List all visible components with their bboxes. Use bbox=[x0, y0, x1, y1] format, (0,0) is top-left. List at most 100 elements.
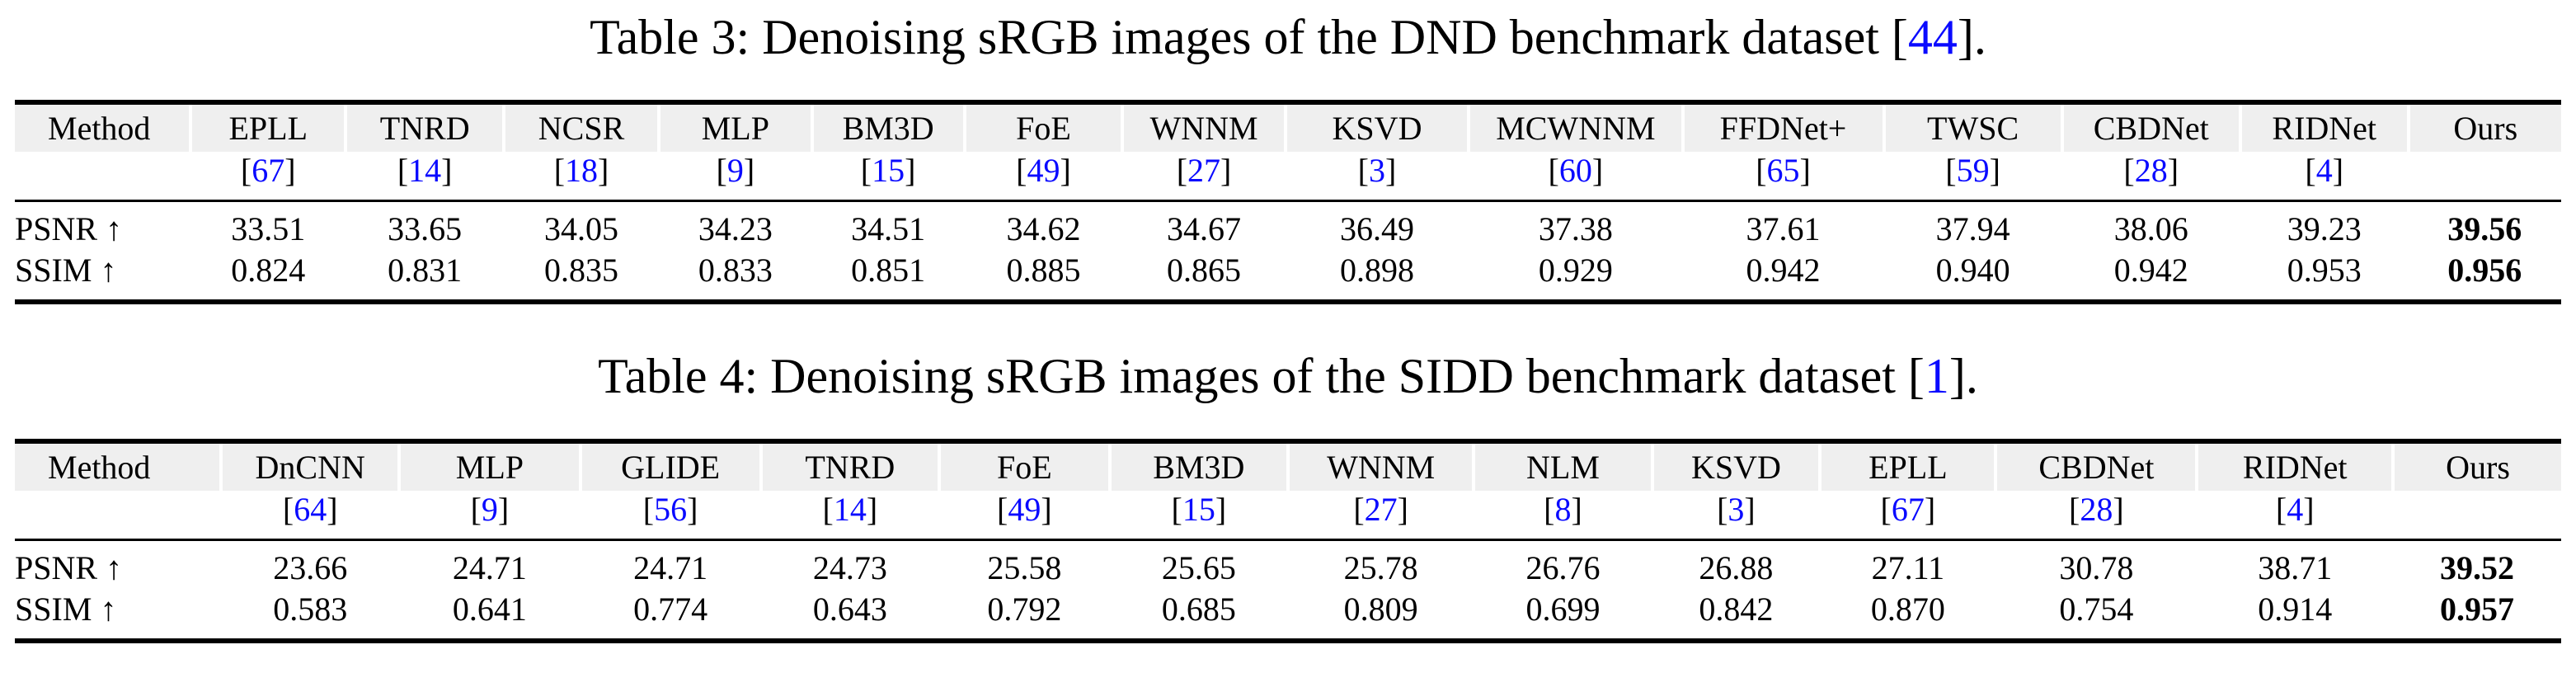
metric-value: 26.88 bbox=[1652, 538, 1821, 589]
citation-link[interactable]: 14 bbox=[408, 151, 442, 189]
citation-link[interactable]: 15 bbox=[1182, 490, 1215, 528]
col-header-ours: Ours bbox=[2391, 440, 2561, 491]
caption-text: Table 3: Denoising sRGB images of the DN… bbox=[590, 10, 1892, 64]
metric-value: 38.71 bbox=[2197, 538, 2394, 589]
citation-bracket-close: ] bbox=[1989, 151, 2000, 189]
metric-value: 0.699 bbox=[1525, 590, 1601, 628]
metric-value: 0.940 bbox=[1935, 251, 2010, 289]
citation-bracket-open: [ bbox=[860, 151, 872, 189]
citation-bracket-open: [ bbox=[2275, 490, 2287, 528]
metric-value: 33.65 bbox=[346, 199, 504, 250]
citation-link[interactable]: 67 bbox=[251, 151, 285, 189]
col-header-epll: EPLL bbox=[1818, 440, 1996, 491]
citation-link[interactable]: 67 bbox=[1891, 490, 1925, 528]
col-header-glide: GLIDE bbox=[578, 440, 761, 491]
citation-bracket-close: ] bbox=[284, 151, 296, 189]
col-citation-mlp: [9] bbox=[399, 491, 580, 540]
citation-link[interactable]: 44 bbox=[1907, 10, 1958, 64]
caption-text: Table 4: Denoising sRGB images of the SI… bbox=[598, 348, 1908, 403]
citation-link[interactable]: 56 bbox=[654, 490, 688, 528]
citation-link[interactable]: 49 bbox=[1027, 151, 1060, 189]
col-citation-empty bbox=[2393, 491, 2561, 540]
metric-value: 37.94 bbox=[1883, 199, 2062, 250]
row-label-psnr: PSNR ↑ bbox=[15, 538, 222, 589]
col-citation-wnnm: [27] bbox=[1288, 491, 1474, 540]
citation-bracket-open: [ bbox=[1171, 490, 1182, 528]
citation-bracket-open: [ bbox=[2123, 151, 2135, 189]
citation-link[interactable]: 3 bbox=[1728, 490, 1745, 528]
citation-bracket-close: ] bbox=[2303, 490, 2315, 528]
col-citation-ridnet: [4] bbox=[2240, 152, 2409, 201]
citation-link[interactable]: 14 bbox=[833, 490, 867, 528]
metric-value: 34.51 bbox=[811, 199, 965, 250]
metric-value: 34.67 bbox=[1122, 199, 1286, 250]
citation-link[interactable]: 27 bbox=[1364, 490, 1398, 528]
row-label-psnr: PSNR ↑ bbox=[15, 199, 191, 250]
citation-bracket-open: [ bbox=[470, 490, 482, 528]
metric-value: 0.929 bbox=[1538, 251, 1613, 289]
table-3: Method EPLL TNRD NCSR MLP BM3D FoE WNNM KSVD MCWN… bbox=[15, 99, 2561, 304]
table-4-block: Table 4: Denoising sRGB images of the SI… bbox=[15, 347, 2561, 643]
citation-link[interactable]: 9 bbox=[726, 151, 744, 189]
col-header-cbdnet: CBDNet bbox=[1994, 440, 2198, 491]
citation-link[interactable]: 9 bbox=[481, 490, 498, 528]
citation-link[interactable]: 3 bbox=[1369, 151, 1385, 189]
metric-value: 0.865 bbox=[1167, 251, 1242, 289]
citation-bracket-close: ] bbox=[1041, 490, 1052, 528]
citation-bracket-close: ] bbox=[2332, 151, 2344, 189]
citation-bracket-close: ] bbox=[1385, 151, 1397, 189]
citation-link[interactable]: 27 bbox=[1187, 151, 1221, 189]
metric-value: 37.61 bbox=[1682, 199, 1884, 250]
col-citation-ncsr: [18] bbox=[504, 152, 659, 201]
citation-link[interactable]: 28 bbox=[2080, 490, 2113, 528]
citation-bracket-close: ] bbox=[441, 151, 453, 189]
citation-link[interactable]: 59 bbox=[1956, 151, 1990, 189]
col-citation-wnnm: [27] bbox=[1122, 152, 1286, 201]
citation-link[interactable]: 8 bbox=[1554, 490, 1572, 528]
citation-link[interactable]: 4 bbox=[2287, 490, 2304, 528]
citation-link[interactable]: 4 bbox=[2315, 151, 2333, 189]
col-citation-cbdnet: [28] bbox=[2062, 152, 2240, 201]
metric-value: 0.809 bbox=[1343, 590, 1418, 628]
col-header-bm3d: BM3D bbox=[1107, 440, 1288, 491]
citation-bracket-close: ] bbox=[866, 490, 878, 528]
citation-bracket-close: ] bbox=[1948, 348, 1966, 403]
metric-value: 0.914 bbox=[2258, 590, 2333, 628]
citation-bracket-open: [ bbox=[997, 490, 1008, 528]
citation-bracket-close: ] bbox=[2167, 151, 2179, 189]
citation-bracket-close: ] bbox=[1591, 151, 1604, 189]
citation-bracket-close: ] bbox=[1571, 490, 1582, 528]
col-header-wnnm: WNNM bbox=[1121, 101, 1286, 152]
col-header-tnrd: TNRD bbox=[759, 440, 939, 491]
citation-link[interactable]: 65 bbox=[1766, 151, 1800, 189]
citation-bracket-open: [ bbox=[240, 151, 252, 189]
citation-link[interactable]: 60 bbox=[1558, 151, 1592, 189]
citation-link[interactable]: 28 bbox=[2134, 151, 2168, 189]
col-header-wnnm: WNNM bbox=[1286, 440, 1474, 491]
citation-bracket-close: ] bbox=[687, 490, 698, 528]
citation-link[interactable]: 64 bbox=[294, 490, 327, 528]
citation-bracket-close: ] bbox=[1957, 10, 1974, 64]
col-header-nlm: NLM bbox=[1472, 440, 1652, 491]
col-citation-cbdnet: [28] bbox=[1995, 491, 2197, 540]
citation-bracket-open: [ bbox=[282, 490, 294, 528]
metric-value: 0.956 bbox=[2447, 251, 2522, 289]
citation-bracket-open: [ bbox=[2305, 151, 2316, 189]
col-citation-bm3d: [15] bbox=[1110, 491, 1288, 540]
metric-value: 0.835 bbox=[544, 251, 619, 289]
citation-link[interactable]: 1 bbox=[1924, 348, 1949, 403]
metric-value: 0.833 bbox=[698, 251, 773, 289]
citation-link[interactable]: 15 bbox=[872, 151, 905, 189]
metric-value: 0.685 bbox=[1161, 590, 1236, 628]
citation-link[interactable]: 18 bbox=[565, 151, 599, 189]
citation-link[interactable]: 49 bbox=[1008, 490, 1041, 528]
col-header-ncsr: NCSR bbox=[501, 101, 660, 152]
citation-bracket-open: [ bbox=[397, 151, 409, 189]
metric-value: 0.957 bbox=[2440, 590, 2515, 628]
col-header-ridnet: RIDNet bbox=[2195, 440, 2394, 491]
metric-value: 38.06 bbox=[2061, 199, 2240, 250]
metric-value: 0.885 bbox=[1006, 251, 1081, 289]
citation-bracket-open: [ bbox=[822, 490, 834, 528]
col-citation-tnrd: [14] bbox=[761, 491, 939, 540]
col-citation-ridnet: [4] bbox=[2197, 491, 2393, 540]
